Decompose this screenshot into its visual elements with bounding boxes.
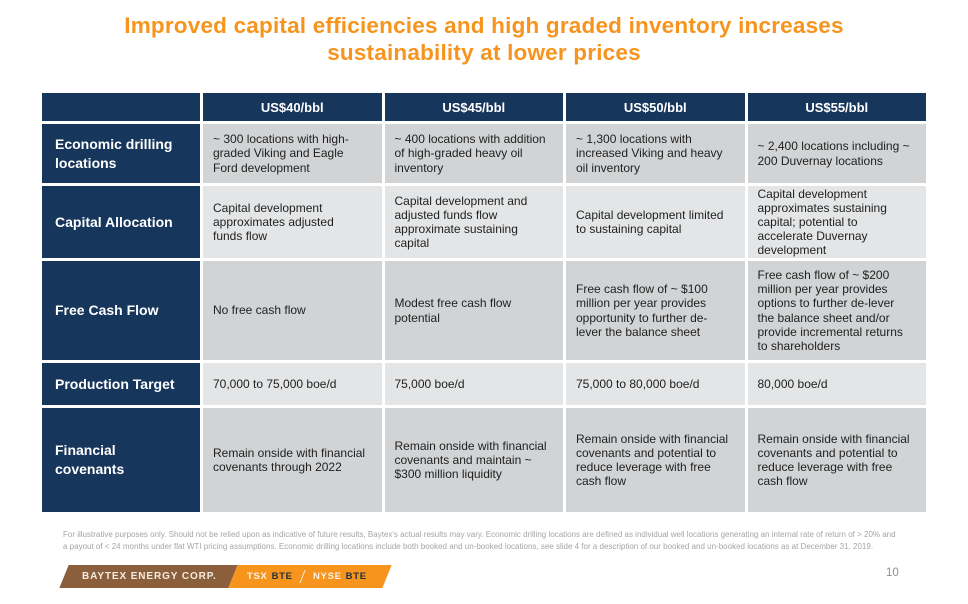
tsx-exchange-label: TSX xyxy=(246,571,268,582)
page-number: 10 xyxy=(886,567,899,579)
row-label-free-cash-flow: Free Cash Flow xyxy=(42,261,200,360)
table-cell: ~ 400 locations with addition of high-gr… xyxy=(384,124,563,183)
row-label-economic-drilling-locations: Economic drilling locations xyxy=(42,124,200,183)
table-cell: Remain onside with financial covenants a… xyxy=(566,408,745,512)
disclaimer-line-2: a payout of < 24 months under flat WTI p… xyxy=(63,541,874,551)
table-cell: Free cash flow of ~ $100 million per yea… xyxy=(566,261,745,360)
table-cell: 70,000 to 75,000 boe/d xyxy=(203,363,382,405)
table-cell: ~ 1,300 locations with increased Viking … xyxy=(566,124,745,183)
column-header-us40: US$40/bbl xyxy=(203,93,382,121)
column-header-us45: US$45/bbl xyxy=(384,93,563,121)
ticker-ribbon: TSX BTE NYSE BTE xyxy=(228,565,392,588)
column-header-us50: US$50/bbl xyxy=(566,93,745,121)
scenario-table: US$40/bbl US$45/bbl US$50/bbl US$55/bbl … xyxy=(42,93,926,512)
table-cell: 80,000 boe/d xyxy=(747,363,926,405)
table-cell: ~ 2,400 locations including ~ 200 Duvern… xyxy=(747,124,926,183)
row-label-capital-allocation: Capital Allocation xyxy=(42,186,200,258)
table-corner-cell xyxy=(42,93,200,121)
ticker-separator xyxy=(299,570,307,583)
nyse-exchange-label: NYSE xyxy=(313,571,343,582)
table-cell: 75,000 to 80,000 boe/d xyxy=(566,363,745,405)
table-cell: Capital development limited to sustainin… xyxy=(566,186,745,258)
tsx-ticker: BTE xyxy=(271,571,293,582)
table-cell: Capital development and adjusted funds f… xyxy=(384,186,563,258)
table-cell: 75,000 boe/d xyxy=(384,363,563,405)
table-cell: Remain onside with financial covenants t… xyxy=(203,408,382,512)
table-cell: Modest free cash flow potential xyxy=(384,261,563,360)
slide-title-line-2: sustainability at lower prices xyxy=(327,39,641,65)
table-cell: Free cash flow of ~ $200 million per yea… xyxy=(747,261,926,360)
slide-title: Improved capital efficiencies and high g… xyxy=(0,13,968,66)
table-cell: Capital development approximates sustain… xyxy=(747,186,926,258)
table-cell: ~ 300 locations with high-graded Viking … xyxy=(203,124,382,183)
disclaimer-footnote: For illustrative purposes only. Should n… xyxy=(63,529,909,552)
tsx-listing: TSX BTE xyxy=(247,571,293,582)
row-label-financial-covenants: Financial covenants xyxy=(42,408,200,512)
table-cell: Remain onside with financial covenants a… xyxy=(384,408,563,512)
disclaimer-line-1: For illustrative purposes only. Should n… xyxy=(63,530,896,539)
slide-title-line-1: Improved capital efficiencies and high g… xyxy=(124,13,844,38)
company-name: BAYTEX ENERGY CORP. xyxy=(82,571,217,582)
company-name-ribbon: BAYTEX ENERGY CORP. xyxy=(59,565,238,588)
table-cell: Capital development approximates adjuste… xyxy=(203,186,382,258)
nyse-ticker: BTE xyxy=(346,571,368,582)
nyse-listing: NYSE BTE xyxy=(313,571,367,582)
table-cell: Remain onside with financial covenants a… xyxy=(747,408,926,512)
row-label-production-target: Production Target xyxy=(42,363,200,405)
baytex-logo-banner: BAYTEX ENERGY CORP. TSX BTE NYSE BTE xyxy=(59,565,392,588)
column-header-us55: US$55/bbl xyxy=(747,93,926,121)
table-cell: No free cash flow xyxy=(203,261,382,360)
